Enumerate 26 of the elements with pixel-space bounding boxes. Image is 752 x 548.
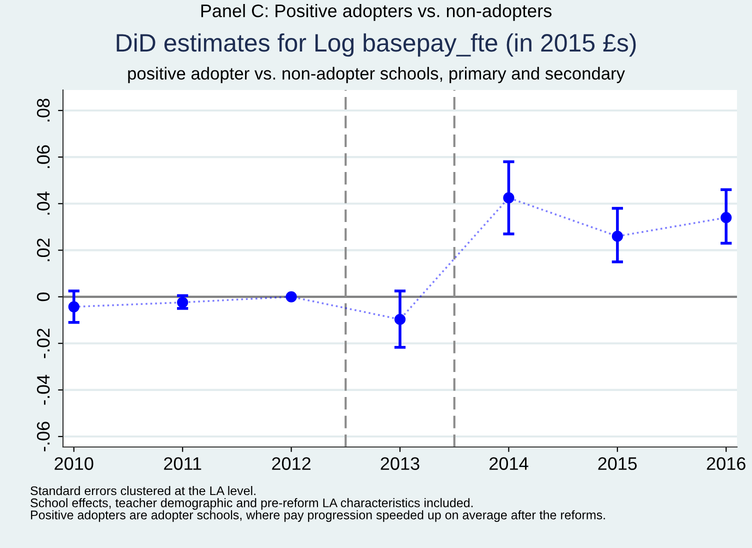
chart-title: DiD estimates for Log basepay_fte (in 2015 £s) [116,33,636,57]
point [394,314,406,325]
point [503,192,514,204]
y-tick-label: .06 [36,145,50,168]
y-tick-label: -.06 [36,422,50,452]
x-tick-label: 2014 [490,457,528,470]
point [68,301,80,312]
text: Standard errors clustered at the LA level. School effects, teacher demographic and pre-reform LA characteristics included. Positive adopters are adopter schools, where pay progression speeded up on average after the reforms. [30,486,605,522]
y-tick-label: .02 [36,238,50,262]
x-tick-label: 2016 [706,457,746,470]
y-tick-label: 0 [36,292,50,302]
point [177,296,188,308]
x-tick-label: 2013 [380,457,420,470]
point [612,230,623,242]
x-tick-label: 2010 [54,457,94,470]
y-tick-label: .08 [36,98,50,122]
y-tick-label: -.04 [36,374,50,405]
text: Panel C: Positive adopters vs. non-adopters [201,4,552,21]
x-tick-label: 2011 [164,457,202,470]
x-tick-label: 2012 [272,457,310,470]
y-tick-label: .04 [36,192,50,215]
point [286,291,297,302]
chart-subtitle: positive adopter vs. non-adopter schools, primary and secondary [128,66,625,84]
y-tick-label: -.02 [36,328,50,358]
point [720,212,732,224]
x-tick-label: 2015 [598,457,637,470]
